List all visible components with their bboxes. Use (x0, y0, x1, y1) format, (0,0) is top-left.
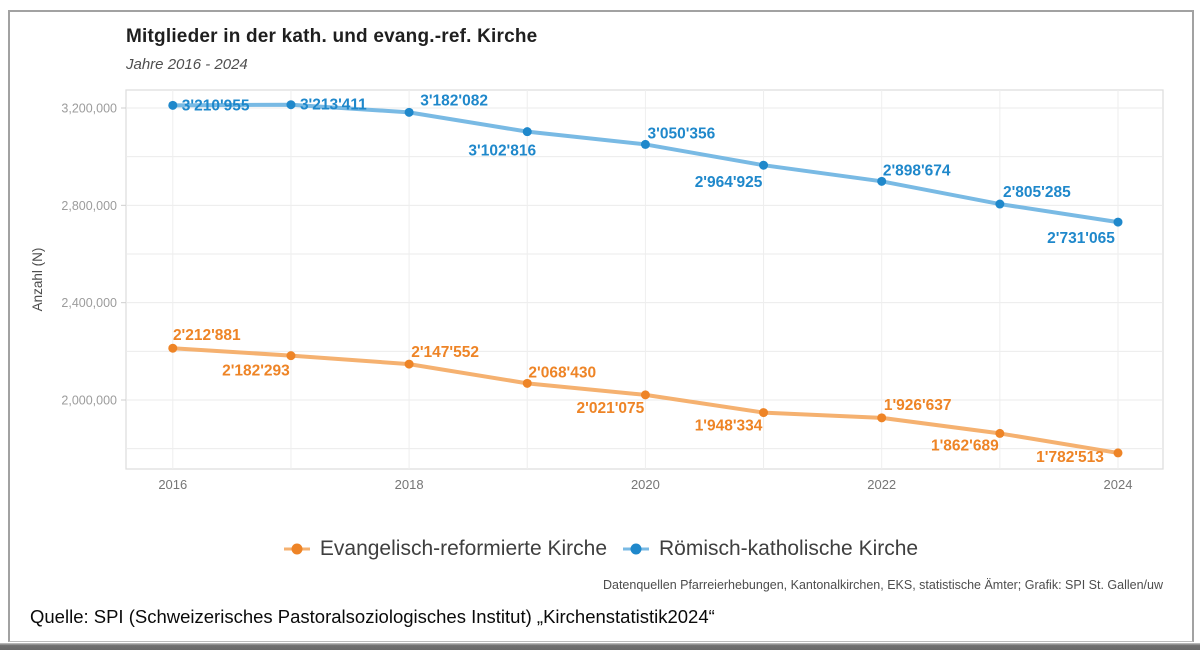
series-katholisch-data-label: 3'210'955 (182, 97, 250, 114)
series-evangelisch-data-label: 2'212'881 (173, 327, 241, 344)
series-katholisch-data-label: 3'102'816 (468, 143, 536, 160)
legend-item-evangelisch: Evangelisch-reformierte Kirche (282, 537, 607, 561)
series-katholisch-data-label: 2'964'925 (695, 174, 763, 191)
svg-text:2,400,000: 2,400,000 (61, 296, 117, 310)
series-katholisch-point (404, 107, 414, 117)
series-evangelisch: 2'212'881 2'182'293 2'147'552 2'068'430 2'02… (168, 327, 1123, 466)
series-evangelisch-point (1113, 448, 1123, 458)
series-evangelisch-point (522, 378, 532, 388)
series-evangelisch-point (759, 408, 769, 418)
series-katholisch-data-label: 2'898'674 (883, 162, 951, 179)
series-katholisch-point (168, 100, 178, 110)
horizontal-gridlines (126, 107, 1163, 450)
series-katholisch-data-label: 3'050'356 (648, 125, 716, 142)
svg-text:2020: 2020 (631, 477, 660, 492)
series-katholisch-point (522, 127, 532, 137)
svg-text:2022: 2022 (867, 477, 896, 492)
legend-label-evangelisch: Evangelisch-reformierte Kirche (319, 537, 607, 560)
series-evangelisch-point (995, 428, 1005, 438)
chart-legend: Evangelisch-reformierte Kirche Römisch-ka… (0, 532, 1200, 566)
series-evangelisch-point (640, 390, 650, 400)
chart-title: Mitglieder in der kath. und evang.-ref. … (126, 26, 538, 47)
legend-marker-evangelisch (283, 543, 310, 555)
svg-text:2,000,000: 2,000,000 (61, 394, 117, 408)
series-evangelisch-point (286, 351, 296, 361)
series-katholisch-data-label: 3'213'411 (300, 97, 367, 114)
series-evangelisch-data-label: 1'948'334 (695, 418, 763, 435)
series-evangelisch-data-label: 2'182'293 (222, 363, 290, 380)
series-evangelisch-data-label: 1'782'513 (1036, 449, 1104, 466)
vertical-gridlines (172, 90, 1119, 469)
series-evangelisch-data-label: 2'068'430 (528, 364, 596, 381)
series-evangelisch-data-label: 1'862'689 (931, 437, 999, 454)
source-caption: Quelle: SPI (Schweizerisches Pastoralsoz… (30, 606, 715, 627)
svg-text:3,200,000: 3,200,000 (61, 102, 117, 116)
series-katholisch-data-label: 2'731'065 (1047, 230, 1115, 247)
series-evangelisch-point (168, 343, 178, 353)
series-katholisch: 3'210'955 3'213'411 3'182'082 3'102'816 3'05… (168, 92, 1123, 247)
window-bottom-edge (0, 643, 1200, 650)
chart-subtitle: Jahre 2016 - 2024 (126, 56, 248, 73)
series-katholisch-data-label: 3'182'082 (420, 92, 488, 109)
series-katholisch-point (995, 199, 1005, 209)
svg-text:2024: 2024 (1104, 477, 1133, 492)
series-katholisch-data-label: 2'805'285 (1003, 184, 1071, 201)
series-evangelisch-data-label: 1'926'637 (884, 397, 952, 414)
svg-text:Anzahl (N): Anzahl (N) (30, 248, 45, 312)
legend-marker-katholisch (623, 543, 649, 555)
series-katholisch-point (1113, 217, 1123, 227)
series-katholisch-point (286, 100, 296, 110)
y-axis: 2,000,000 2,400,000 2,800,000 3,200,000 Anza… (30, 102, 126, 408)
x-axis: 2016 2018 2020 2022 2024 (158, 477, 1132, 492)
legend-item-katholisch: Römisch-katholische Kirche (621, 537, 918, 561)
legend-label-katholisch: Römisch-katholische Kirche (659, 537, 919, 560)
plot-panel (125, 89, 1164, 470)
attribution-text: Datenquellen Pfarreierhebungen, Kantonal… (602, 578, 1163, 592)
svg-text:2016: 2016 (158, 477, 187, 492)
series-katholisch-point (759, 160, 769, 170)
series-evangelisch-data-label: 2'147'552 (411, 344, 479, 361)
series-evangelisch-point (877, 413, 887, 423)
svg-text:2,800,000: 2,800,000 (61, 199, 117, 213)
series-evangelisch-data-label: 2'021'075 (577, 400, 645, 417)
series-evangelisch-point (404, 359, 414, 369)
series-katholisch-point (640, 139, 650, 149)
svg-text:2018: 2018 (395, 477, 424, 492)
series-katholisch-point (877, 176, 887, 186)
